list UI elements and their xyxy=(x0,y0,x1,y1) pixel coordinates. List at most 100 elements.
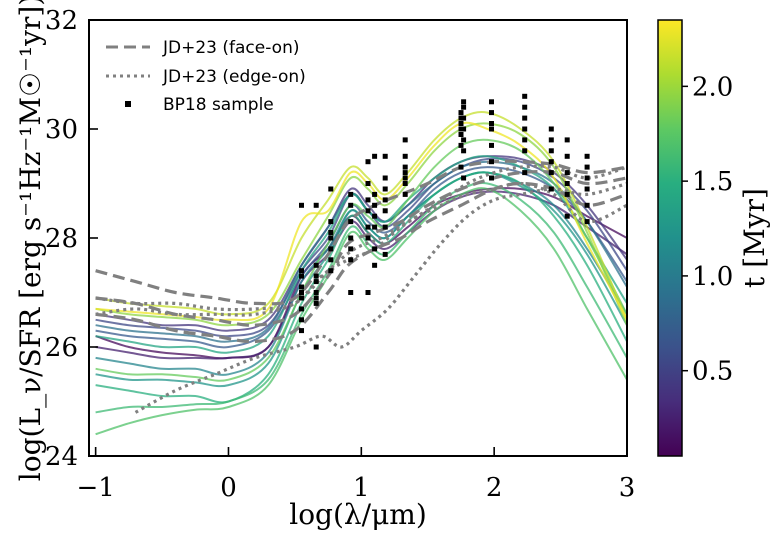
bp18-point-14-4 xyxy=(584,164,590,170)
x-ticks: −1 0 1 2 3 xyxy=(76,447,635,503)
bp18-point-9-1 xyxy=(461,148,467,154)
bp18-point-5-4 xyxy=(372,202,378,208)
y-tick-label-1: 26 xyxy=(45,333,78,363)
bp18-point-5-1 xyxy=(372,246,378,252)
bp18-point-13-2 xyxy=(564,181,570,186)
face-on-line-1 xyxy=(95,169,627,327)
bp18-point-11-6 xyxy=(522,93,528,99)
bp18-point-13-4 xyxy=(564,153,570,159)
bp18-point-4-4 xyxy=(365,197,371,203)
legend-edge-on-label: JD+23 (edge-on) xyxy=(162,67,306,87)
x-tick-label-3: 2 xyxy=(486,473,503,503)
bp18-point-2-5 xyxy=(328,219,334,225)
bp18-point-5-3 xyxy=(372,213,378,219)
colorbar: 0.5 1.0 1.5 2.0 t [Myr] xyxy=(657,19,771,457)
bp18-point-3-5 xyxy=(348,202,354,208)
bp18-point-12-2 xyxy=(548,159,554,165)
bp18-point-1-1 xyxy=(313,300,319,306)
bp18-point-6-4 xyxy=(382,186,388,192)
bp18-point-3-4 xyxy=(348,219,354,225)
bp18-point-4-3 xyxy=(365,208,371,214)
bp18-point-0-5 xyxy=(299,284,304,290)
bp18-point-8-5 xyxy=(458,115,464,121)
bp18-point-7-0 xyxy=(402,191,408,197)
edge-on-line-0 xyxy=(134,181,627,414)
bp18-point-11-5 xyxy=(522,104,528,110)
colorbar-ticks: 0.5 1.0 1.5 2.0 xyxy=(682,72,733,387)
bp18-point-9-5 xyxy=(461,99,467,105)
y-tick-label-2: 28 xyxy=(45,224,78,254)
bp18-point-12-3 xyxy=(548,148,554,154)
colorbar-label: t [Myr] xyxy=(738,188,771,288)
bp18-point-14-1 xyxy=(584,202,590,208)
bp18-point-7-4 xyxy=(402,153,408,159)
bp18-point-5-5 xyxy=(372,191,378,197)
bp18-point-12-1 xyxy=(548,170,554,176)
bp18-point-11-2 xyxy=(522,137,528,143)
bp18-point-2-1 xyxy=(328,257,334,263)
bp18-point-6-2 xyxy=(382,208,388,214)
bp18-point-7-6 xyxy=(402,170,408,176)
bp18-point-11-1 xyxy=(522,148,528,154)
simulation-line-4 xyxy=(95,166,627,349)
bp18-point-9-0 xyxy=(461,175,467,181)
bp18-point-13-1 xyxy=(564,191,570,197)
bp18-point-3-3 xyxy=(348,235,354,241)
bp18-point-4-1 xyxy=(365,235,371,241)
bp18-point-10-6 xyxy=(489,99,494,105)
bp18-point-8-4 xyxy=(458,121,464,126)
bp18-point-13-5 xyxy=(564,137,570,143)
bp18-point-5-2 xyxy=(372,224,378,230)
bp18-points xyxy=(299,93,590,350)
bp18-point-4-2 xyxy=(365,224,371,230)
bp18-point-7-2 xyxy=(402,175,408,181)
bp18-point-1-6 xyxy=(313,262,319,268)
bp18-point-6-0 xyxy=(382,251,388,257)
bp18-point-14-0 xyxy=(584,219,590,225)
bp18-point-8-2 xyxy=(458,132,464,137)
bp18-point-6-3 xyxy=(382,197,388,203)
bp18-point-1-0 xyxy=(313,344,319,350)
legend-bp18-label: BP18 sample xyxy=(163,95,274,115)
bp18-point-11-3 xyxy=(522,126,528,132)
bp18-point-4-0 xyxy=(365,290,371,295)
simulation-line-13 xyxy=(95,122,627,327)
bp18-point-10-4 xyxy=(489,121,494,126)
bp18-point-2-0 xyxy=(328,268,334,274)
bp18-point-4-5 xyxy=(365,181,371,186)
edge-on-lines xyxy=(95,164,627,414)
y-ticks: 24 26 28 30 32 xyxy=(45,6,98,472)
bp18-point-10-3 xyxy=(489,126,494,132)
bp18-point-7-5 xyxy=(402,137,408,143)
bp18-point-10-2 xyxy=(489,142,494,148)
bp18-point-0-2 xyxy=(299,306,304,312)
bp18-point-9-4 xyxy=(461,104,467,110)
y-axis-title: log(L_ν/SFR [erg s⁻¹Hz⁻¹M☉⁻¹yr]) xyxy=(14,0,47,481)
bp18-point-7-1 xyxy=(402,181,408,186)
bp18-point-3-0 xyxy=(348,290,354,295)
colorbar-tick-label-2: 1.5 xyxy=(692,167,733,197)
bp18-point-0-3 xyxy=(299,295,304,301)
bp18-point-8-6 xyxy=(458,110,464,116)
bp18-point-9-3 xyxy=(461,126,467,132)
colorbar-tick-label-1: 1.0 xyxy=(692,262,733,292)
bp18-point-1-7 xyxy=(313,202,319,208)
simulation-line-2 xyxy=(95,155,627,332)
x-tick-label-4: 3 xyxy=(619,473,636,503)
y-tick-label-3: 30 xyxy=(45,115,78,145)
bp18-point-0-8 xyxy=(299,202,304,208)
bp18-point-1-5 xyxy=(313,273,319,279)
legend: JD+23 (face-on) JD+23 (edge-on) BP18 sam… xyxy=(106,38,306,115)
bp18-point-14-3 xyxy=(584,175,590,181)
bp18-point-12-0 xyxy=(548,186,554,192)
bp18-point-1-4 xyxy=(313,279,319,285)
bp18-point-2-6 xyxy=(328,186,334,192)
x-tick-label-0: −1 xyxy=(76,473,114,503)
y-tick-label-4: 32 xyxy=(45,6,78,36)
bp18-point-9-6 xyxy=(461,115,467,121)
bp18-point-14-2 xyxy=(584,186,590,192)
colorbar-gradient xyxy=(657,19,683,457)
bp18-point-0-1 xyxy=(299,317,304,323)
bp18-point-0-6 xyxy=(299,273,304,279)
